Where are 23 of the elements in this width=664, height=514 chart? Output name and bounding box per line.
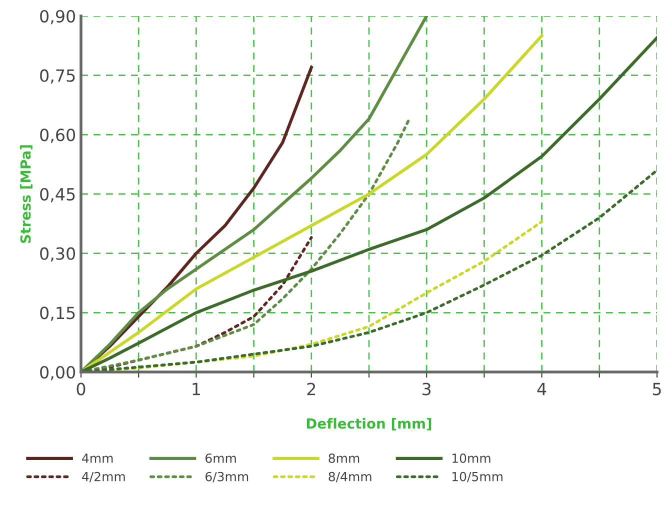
x-tick-label: 1 xyxy=(192,382,200,396)
y-tick-label: 0,45 xyxy=(40,188,75,202)
x-tick-label: 3 xyxy=(422,382,431,396)
y-tick-label: 0,90 xyxy=(40,10,76,24)
legend-label: 6/3mm xyxy=(206,472,248,482)
y-tick-label: 0,30 xyxy=(40,247,76,262)
y-tick-label: 0,75 xyxy=(40,69,75,84)
x-tick-label: 5 xyxy=(652,382,661,396)
y-tick-label: 0,00 xyxy=(40,366,76,380)
legend-label: 4mm xyxy=(82,454,113,463)
legend-label: 4/2mm xyxy=(82,472,125,482)
legend-label: 6mm xyxy=(206,454,236,463)
legend-label: 10mm xyxy=(452,454,490,463)
legend-label: 8/4mm xyxy=(328,472,372,482)
y-axis-title: Stress [MPa] xyxy=(20,145,32,243)
x-axis-title: Deflection [mm] xyxy=(306,418,432,430)
y-tick-label: 0,15 xyxy=(40,306,75,321)
legend-label: 10/5mm xyxy=(452,472,502,482)
x-tick-label: 4 xyxy=(537,382,546,396)
y-tick-label: 0,60 xyxy=(40,128,76,143)
x-tick-label: 2 xyxy=(307,382,316,396)
legend-label: 8mm xyxy=(328,454,360,463)
x-tick-label: 0 xyxy=(76,382,86,396)
